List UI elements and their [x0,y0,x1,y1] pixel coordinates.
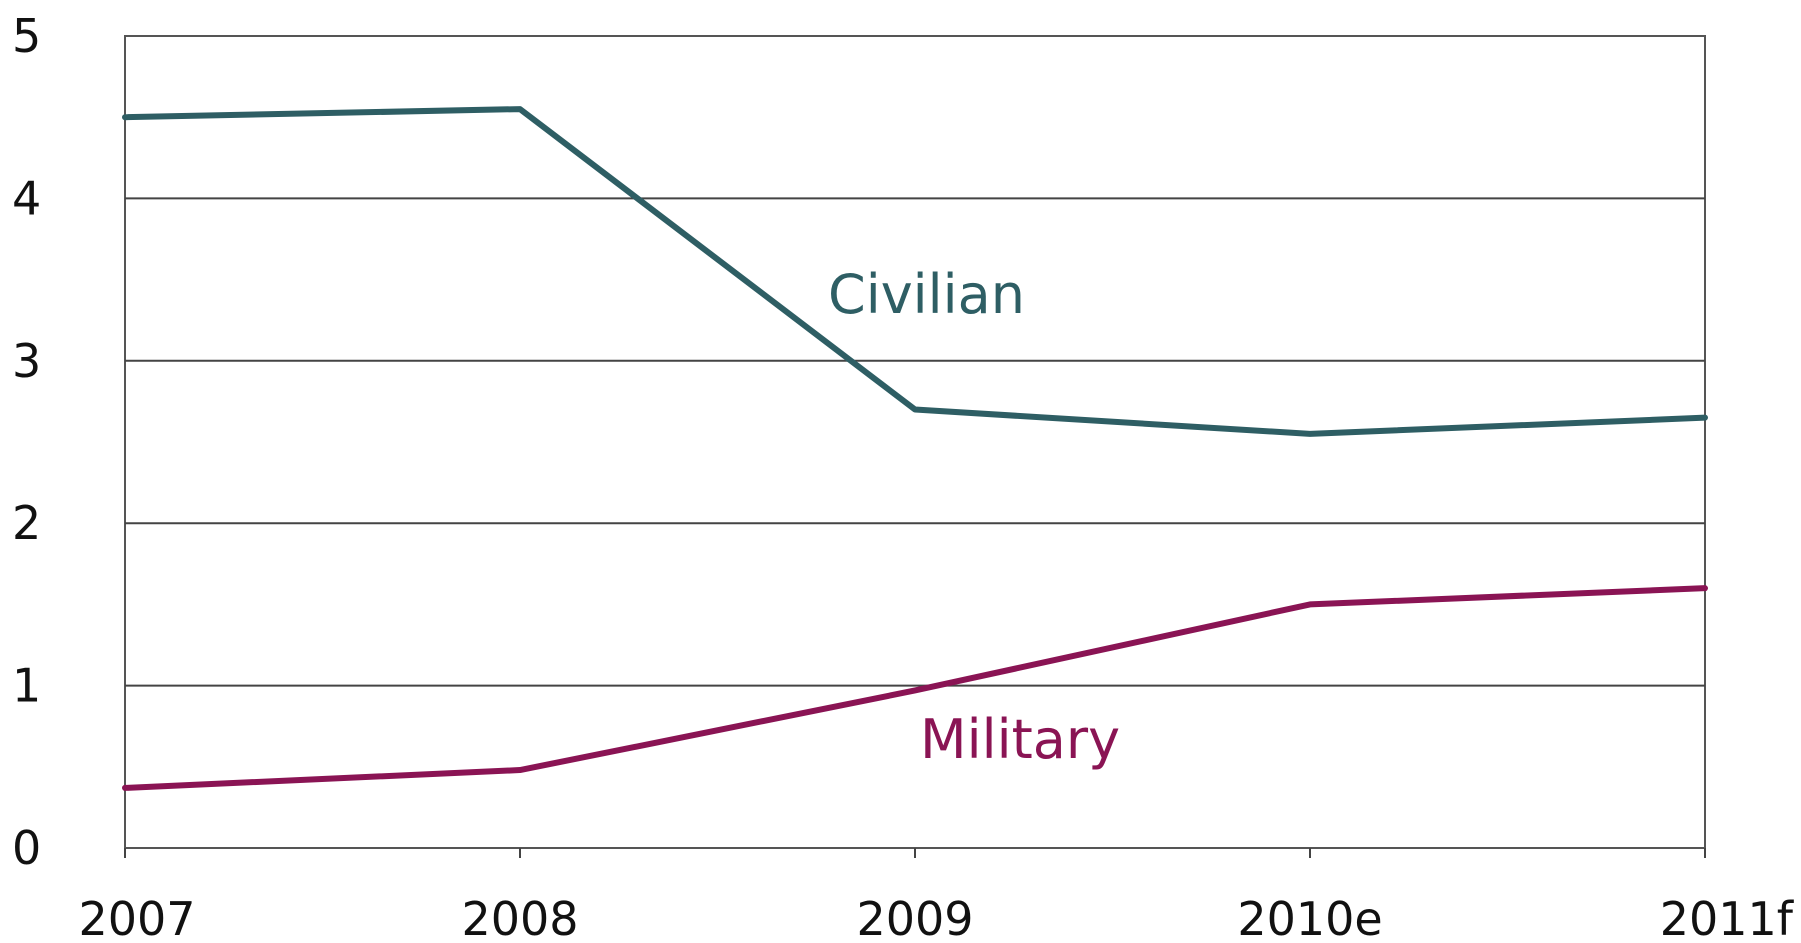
data-point-military [124,787,126,789]
y-tick-label: 5 [12,9,41,63]
series-label-civilian: Civilian [828,263,1025,326]
y-tick-label: 4 [12,171,41,225]
data-point-civilian [1309,433,1311,435]
y-tick-label: 0 [12,821,41,875]
data-point-civilian [1704,417,1706,419]
y-tick-label: 1 [12,659,41,713]
x-axis-ticks [124,848,1706,858]
series-lines [122,106,1708,791]
x-tick-label: 2008 [461,892,578,943]
data-point-civilian [914,409,916,411]
plot-area [124,35,1706,849]
series-label-military: Military [920,708,1120,771]
data-point-military [519,769,521,771]
data-point-military [914,689,916,691]
data-point-military [1309,603,1311,605]
x-tick-label: 2007 [78,892,195,943]
data-point-civilian [519,108,521,110]
y-axis-tick-labels: 0 1 2 3 4 5 [12,9,41,875]
x-tick-label: 2009 [856,892,973,943]
data-point-civilian [124,116,126,118]
x-tick-label: 2011f [1660,892,1795,943]
data-point-military [1704,587,1706,589]
gridlines [125,197,1705,687]
x-axis-tick-labels: 2007 2008 2009 2010e 2011f [78,892,1794,943]
x-tick-label: 2010e [1237,892,1382,943]
y-tick-label: 2 [12,496,41,550]
y-tick-label: 3 [12,334,41,388]
